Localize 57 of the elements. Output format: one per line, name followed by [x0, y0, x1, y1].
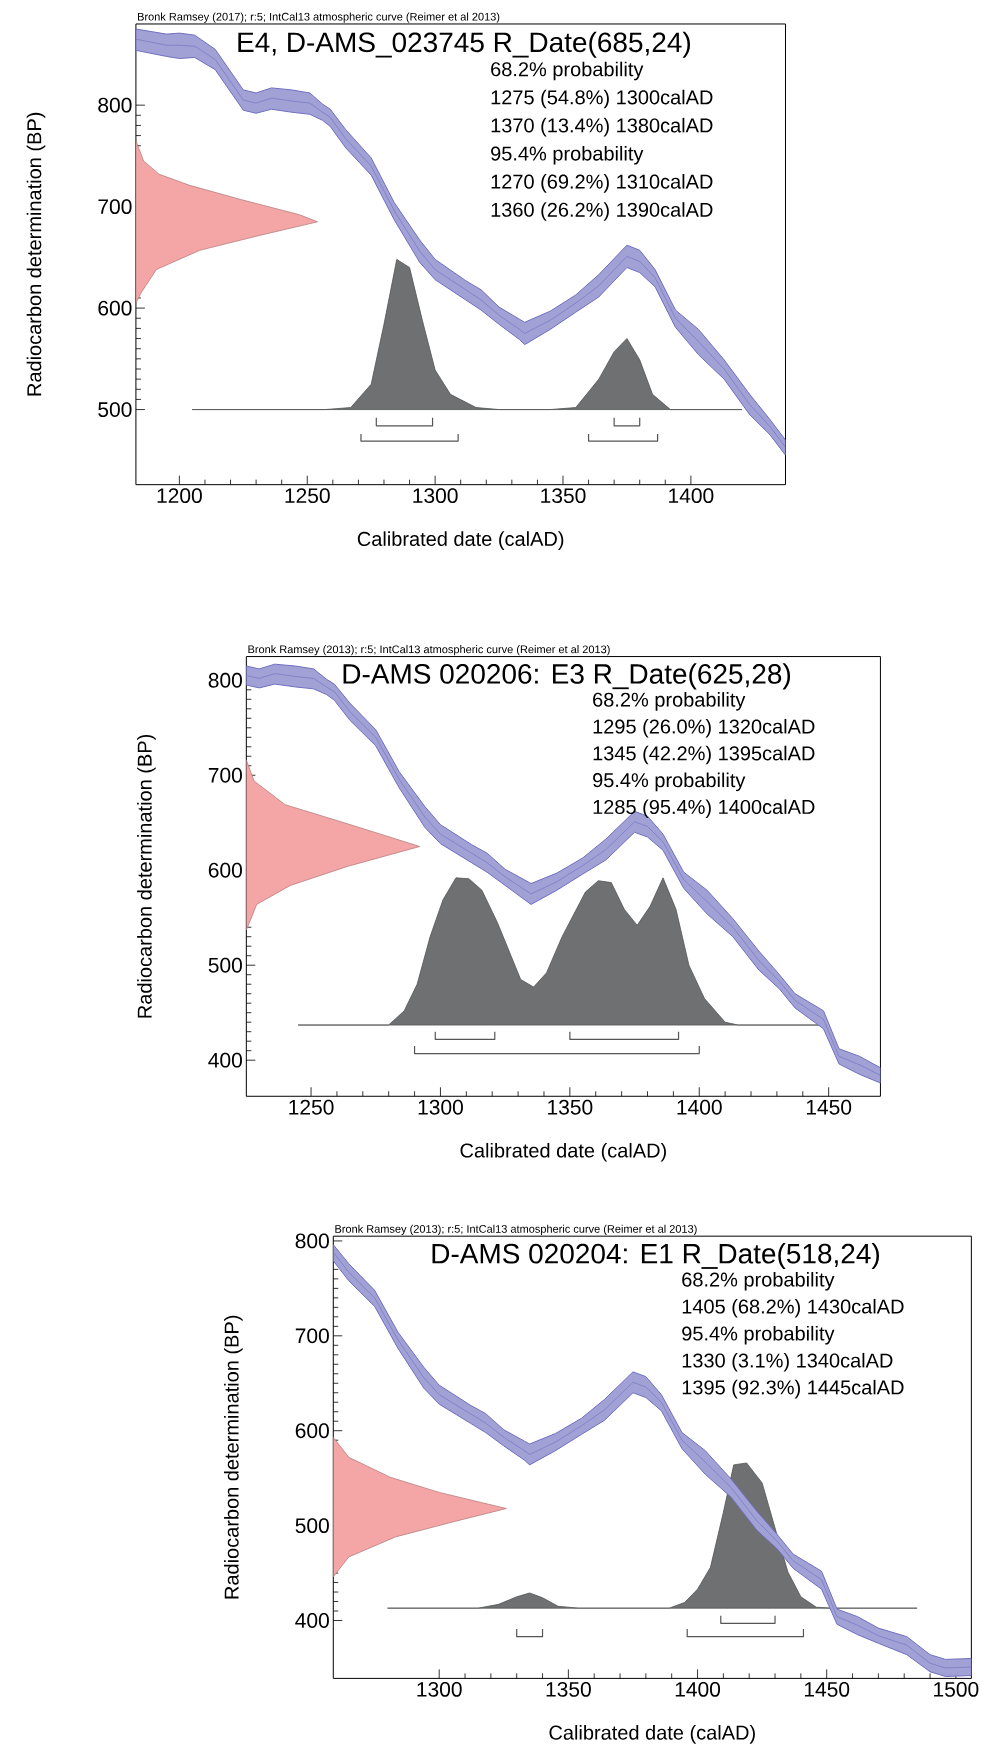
chart-subtitle: Bronk Ramsey (2017); r:5; IntCal13 atmospheric curve (Reimer et al 2013) [138, 12, 500, 23]
x-tick-label: 1450 [807, 1099, 852, 1115]
x-tick-label: 1500 [934, 1681, 979, 1697]
x-tick-label: 1300 [417, 1681, 462, 1697]
x-tick-label: 1400 [676, 1681, 721, 1697]
chart-title: D-AMS 020206: E3 R_Date(625,28) [343, 663, 791, 690]
x-tick-label: 1350 [541, 488, 586, 504]
y-tick-label: 500 [98, 402, 132, 417]
y-tick-label: 700 [209, 767, 243, 783]
y-tick-label: 400 [295, 1613, 330, 1628]
y-tick-label: 600 [98, 300, 132, 316]
annotation: 68.2% probability [593, 692, 746, 711]
x-tick-label: 1300 [418, 1099, 464, 1115]
x-axis-title: Calibrated date (calAD) [549, 1725, 756, 1744]
annotation: 1345 (42.2%) 1395calAD [593, 745, 815, 765]
y-tick-label: 600 [296, 1423, 330, 1439]
x-tick-label: 1450 [805, 1681, 850, 1697]
x-tick-label: 1200 [157, 488, 203, 504]
y-axis-title: Radiocarbon determination (BP) [26, 112, 46, 396]
annotation: 95.4% probability [491, 145, 644, 165]
x-tick-label: 1400 [669, 488, 714, 504]
annotation: 68.2% probability [682, 1271, 835, 1291]
annotation: 1275 (54.8%) 1300calAD [491, 89, 713, 109]
annotation: 1395 (92.3%) 1445calAD [682, 1379, 904, 1399]
chart-subtitle: Bronk Ramsey (2013); r:5; IntCal13 atmospheric curve (Reimer et al 2013) [248, 645, 610, 656]
annotation: 68.2% probability [491, 61, 644, 81]
annotation: 1270 (69.2%) 1310calAD [491, 174, 713, 193]
y-tick-label: 700 [296, 1328, 330, 1344]
annotation: 1360 (26.2%) 1390calAD [491, 202, 713, 221]
annotation: 1405 (68.2%) 1430calAD [682, 1298, 904, 1318]
y-tick-label: 800 [208, 672, 243, 688]
x-tick-label: 1300 [413, 488, 458, 504]
chart-title: E4, D-AMS_023745 R_Date(685,24) [238, 31, 691, 58]
y-tick-label: 800 [98, 97, 132, 113]
annotation: 1295 (26.0%) 1320calAD [593, 718, 815, 738]
chart-subtitle: Bronk Ramsey (2013); r:5; IntCal13 atmospheric curve (Reimer et al 2013) [335, 1224, 697, 1235]
y-axis-title: Radiocarbon determination (BP) [224, 1315, 243, 1599]
x-tick-label: 1400 [677, 1099, 722, 1115]
y-axis-title: Radiocarbon determination (BP) [137, 734, 156, 1018]
y-tick-label: 700 [98, 199, 132, 215]
y-tick-label: 400 [208, 1052, 243, 1068]
x-tick-label: 1250 [285, 488, 330, 504]
annotation: 95.4% probability [682, 1325, 835, 1345]
annotation: 1330 (3.1%) 1340calAD [682, 1352, 893, 1372]
x-tick-label: 1250 [289, 1099, 334, 1115]
x-tick-label: 1350 [546, 1681, 592, 1697]
x-axis-title: Calibrated date (calAD) [358, 531, 564, 550]
x-tick-label: 1350 [548, 1099, 593, 1115]
y-tick-label: 600 [209, 862, 243, 878]
y-tick-label: 800 [295, 1233, 330, 1249]
chart-title: D-AMS 020204: E1 R_Date(518,24) [432, 1243, 880, 1270]
y-tick-label: 500 [208, 957, 243, 973]
annotation: 1370 (13.4%) 1380calAD [491, 117, 713, 137]
y-tick-label: 500 [295, 1518, 330, 1534]
annotation: 1285 (95.4%) 1400calAD [593, 799, 815, 819]
x-axis-title: Calibrated date (calAD) [460, 1142, 667, 1162]
annotation: 95.4% probability [593, 772, 746, 792]
